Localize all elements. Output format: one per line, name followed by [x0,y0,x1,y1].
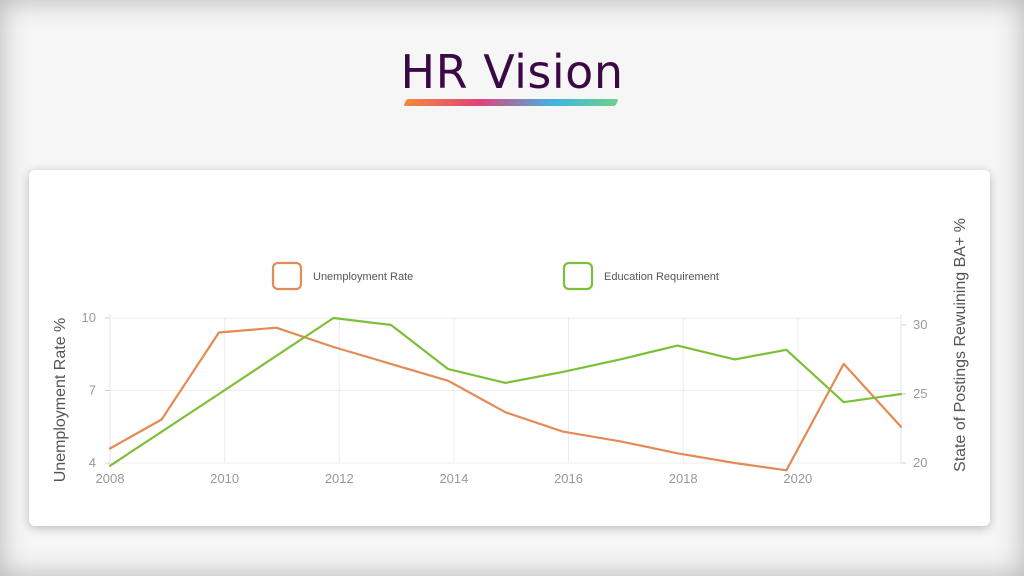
grid-lines [110,317,901,464]
x-tick-label: 2008 [96,471,125,486]
series-line-education-requirement [108,316,903,467]
y-axis-right-title: State of Postings Rewuining BA+ % [952,218,969,472]
y2-tick-label: 20 [913,455,927,470]
y-axis-left-title: Unemployment Rate % [52,318,69,483]
series-line-unemployment-rate [108,326,903,472]
y-tick-label: 7 [89,383,96,398]
legend-swatch [562,261,594,291]
legend: Unemployment Rate Education Requirement [271,261,719,291]
line-chart: 2008 2010 2012 2014 2016 2018 2020 4 7 10 20 25 30 U… [52,218,969,486]
brand-title: HR Vision [400,45,624,99]
legend-swatch [271,261,303,291]
legend-label: Unemployment Rate [313,271,413,283]
y-tick-label: 4 [89,455,96,470]
x-tick-label: 2012 [325,471,354,486]
x-tick-label: 2014 [439,471,468,486]
y2-tick-label: 25 [913,386,927,401]
brand-header: HR Vision [0,44,1024,100]
series-lines [108,316,903,472]
x-tick-label: 2020 [783,471,812,486]
legend-label: Education Requirement [604,271,719,283]
y-tick-label: 10 [82,310,96,325]
chart-card: 2008 2010 2012 2014 2016 2018 2020 4 7 10 20 25 30 U… [29,170,990,526]
axes: 2008 2010 2012 2014 2016 2018 2020 4 7 10 20 25 30 [82,310,928,486]
x-tick-label: 2018 [669,471,698,486]
brand-gradient-underline [403,99,619,106]
y2-tick-label: 30 [913,317,927,332]
x-tick-label: 2016 [554,471,583,486]
x-tick-label: 2010 [210,471,239,486]
